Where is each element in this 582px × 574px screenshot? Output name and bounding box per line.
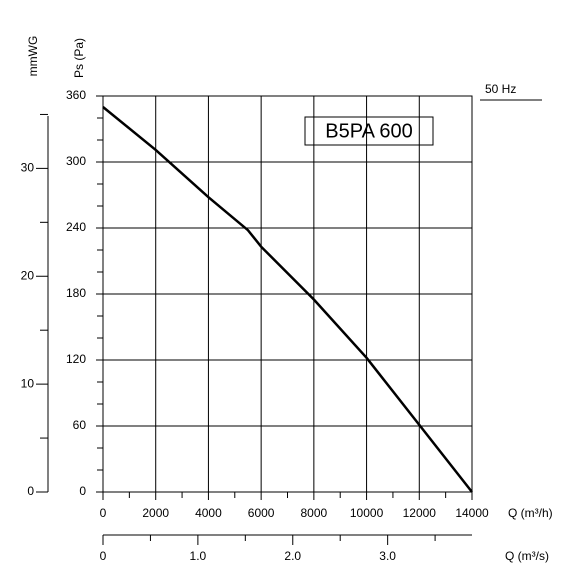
- y-tick-label: 240: [66, 220, 86, 234]
- x2-tick-label: 3.0: [379, 549, 396, 563]
- y2-axis-label: mmWG: [26, 36, 40, 77]
- x-tick-label: 14000: [455, 506, 489, 520]
- y-axis-label: Ps (Pa): [72, 38, 86, 78]
- x-tick-label: 4000: [195, 506, 222, 520]
- x2-axis-label: Q (m³/s): [505, 549, 549, 563]
- y-tick-label: 300: [66, 154, 86, 168]
- y-tick-label: 0: [79, 484, 86, 498]
- x2-tick-label: 2.0: [284, 549, 301, 563]
- title-box: [304, 116, 434, 146]
- x-tick-label: 8000: [301, 506, 328, 520]
- y2-tick-label: 10: [21, 376, 35, 390]
- x-tick-label: 10000: [350, 506, 384, 520]
- x2-tick-label: 1.0: [190, 549, 207, 563]
- x-tick-label: 0: [100, 506, 107, 520]
- x2-tick-label: 0: [100, 549, 107, 563]
- y-tick-label: 180: [66, 286, 86, 300]
- y2-tick-label: 30: [21, 161, 35, 175]
- chart-title: B5PA 600: [325, 120, 412, 142]
- x-tick-label: 12000: [403, 506, 437, 520]
- y-tick-label: 120: [66, 352, 86, 366]
- y2-tick-label: 20: [21, 268, 35, 282]
- y-tick-label: 360: [66, 88, 86, 102]
- y2-tick-label: 0: [27, 484, 34, 498]
- y-tick-label: 60: [73, 418, 87, 432]
- legend-label: 50 Hz: [485, 82, 516, 96]
- x-axis-label: Q (m³/h): [508, 506, 553, 520]
- x-tick-label: 2000: [142, 506, 169, 520]
- x-tick-label: 6000: [248, 506, 275, 520]
- curve: [102, 106, 473, 493]
